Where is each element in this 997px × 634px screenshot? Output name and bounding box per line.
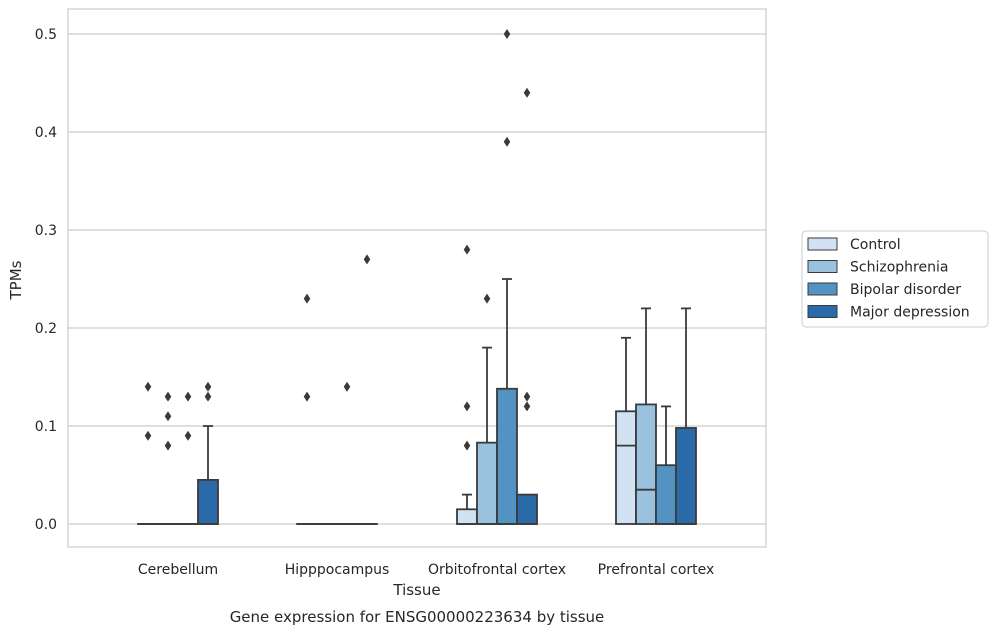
x-tick-label: Orbitofrontal cortex — [428, 562, 566, 578]
box-2-3 — [516, 87, 538, 525]
legend-swatch — [807, 282, 838, 296]
y-tick-label: 0.2 — [35, 321, 57, 337]
outlier-point — [463, 440, 471, 451]
legend-entry: Bipolar disorder — [850, 282, 961, 298]
outlier-point — [204, 381, 212, 392]
x-axis-label: Tissue — [392, 581, 440, 599]
box-body — [615, 410, 637, 525]
box-2-0 — [456, 244, 478, 525]
outlier-point — [523, 391, 531, 402]
box-2-2 — [496, 29, 518, 525]
box-3-2 — [655, 405, 677, 525]
outlier-point — [523, 87, 531, 98]
box-1-0 — [296, 293, 318, 525]
y-tick-label: 0.0 — [35, 517, 57, 533]
y-tick-label: 0.3 — [35, 223, 57, 239]
chart-caption: Gene expression for ENSG00000223634 by t… — [230, 608, 605, 626]
outlier-point — [483, 293, 491, 304]
box-3-1 — [635, 307, 657, 525]
outlier-point — [463, 244, 471, 255]
box-3-3 — [675, 307, 697, 525]
box-plots — [137, 29, 697, 525]
box-1-3 — [356, 254, 378, 525]
outlier-point — [523, 401, 531, 412]
box-body — [456, 508, 478, 525]
box-3-0 — [615, 336, 637, 525]
outlier-point — [144, 381, 152, 392]
box-0-1 — [157, 391, 179, 525]
box-body — [197, 478, 219, 525]
box-1-2 — [336, 381, 358, 525]
legend-entry: Major depression — [850, 305, 970, 321]
outlier-point — [164, 411, 172, 422]
box-body — [655, 464, 677, 525]
legend-entry: Control — [850, 237, 901, 253]
y-tick-label: 0.1 — [35, 419, 57, 435]
box-body — [476, 441, 498, 525]
legend-entry: Schizophrenia — [850, 260, 948, 276]
legend: Control Schizophrenia Bipolar disorder Majo… — [801, 230, 989, 328]
x-tick-label: Prefrontal cortex — [598, 562, 715, 578]
x-tick-label: Hipppocampus — [285, 562, 390, 578]
box-body — [675, 427, 697, 525]
outlier-point — [363, 254, 371, 265]
box-0-2 — [177, 391, 199, 525]
plot-area-frame — [67, 8, 767, 548]
outlier-point — [164, 391, 172, 402]
outlier-point — [303, 293, 311, 304]
box-body — [516, 493, 538, 525]
outlier-point — [343, 381, 351, 392]
legend-swatch — [807, 237, 838, 251]
y-axis-label: TPMs — [7, 260, 25, 300]
x-axis-ticks: Cerebellum Hipppocampus Orbitofrontal cort… — [138, 562, 714, 578]
outlier-point — [184, 430, 192, 441]
outlier-point — [503, 29, 511, 39]
gridlines — [68, 33, 766, 525]
box-body — [496, 387, 518, 525]
outlier-point — [503, 136, 511, 147]
outlier-point — [463, 401, 471, 412]
legend-swatch — [807, 260, 838, 273]
outlier-point — [303, 391, 311, 402]
outlier-point — [184, 391, 192, 402]
box-0-0 — [137, 381, 159, 525]
y-tick-label: 0.5 — [35, 27, 57, 43]
outlier-point — [204, 391, 212, 402]
box-0-3 — [197, 381, 219, 525]
y-tick-label: 0.4 — [35, 125, 57, 141]
outlier-point — [144, 430, 152, 441]
legend-frame — [801, 230, 989, 328]
outlier-point — [164, 440, 172, 451]
y-axis-ticks: 0.0 0.1 0.2 0.3 0.4 0.5 — [35, 27, 57, 533]
legend-swatch — [807, 305, 838, 318]
box-body — [635, 403, 657, 525]
x-tick-label: Cerebellum — [138, 562, 218, 578]
